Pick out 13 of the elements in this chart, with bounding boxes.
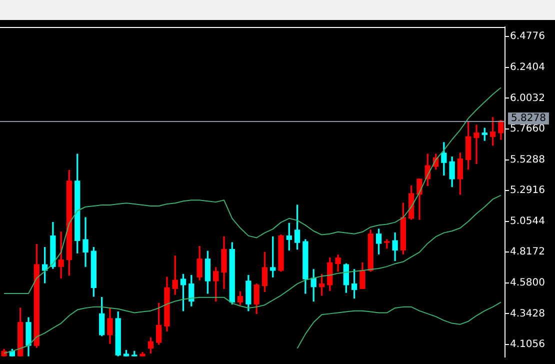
- y-tick-label: 5.5288: [510, 154, 545, 166]
- y-tick-label: 6.2404: [510, 62, 545, 73]
- y-tick-label: 6.0032: [510, 92, 545, 104]
- y-tick-label: 4.8172: [510, 246, 545, 258]
- y-tick-label: 4.3428: [510, 308, 545, 320]
- y-tick-label: 5.7660: [510, 124, 545, 135]
- y-tick-label: 5.0544: [510, 216, 545, 227]
- y-tick-label: 6.4776: [510, 31, 545, 42]
- y-tick-label: 5.2916: [510, 185, 545, 196]
- candlestick: [474, 124, 480, 164]
- y-tick-label: 4.5800: [510, 278, 545, 289]
- ref-line-label: 5.8278: [511, 113, 546, 124]
- y-tick-label: 4.1056: [510, 339, 545, 350]
